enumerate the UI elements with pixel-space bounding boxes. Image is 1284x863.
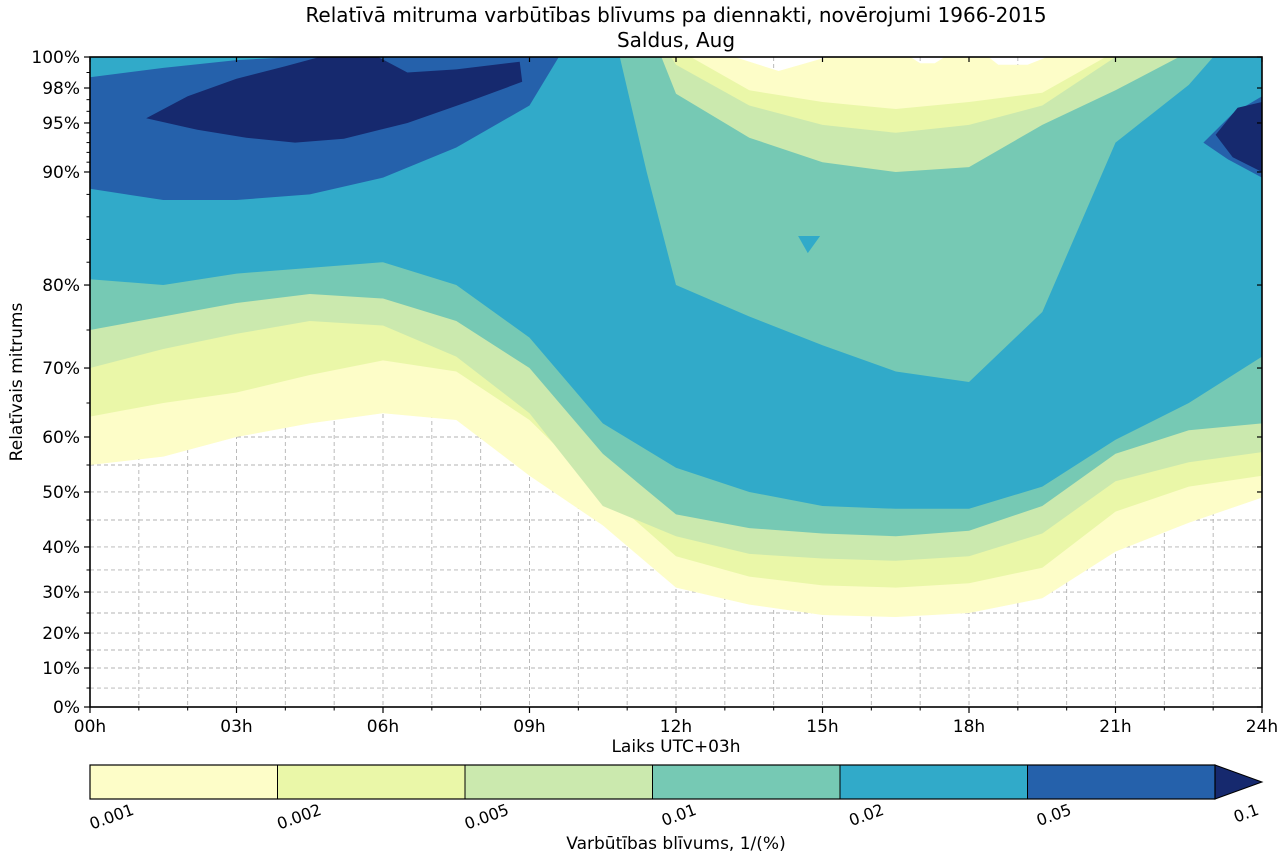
y-tick-label: 40% [42, 538, 80, 558]
chart-title: Relatīvā mitruma varbūtības blīvums pa d… [305, 3, 1046, 27]
colorbar-tick-label: 0.02 [846, 800, 886, 830]
colorbar-segment [277, 765, 465, 799]
colorbar-tick-label: 0.005 [462, 800, 512, 834]
y-tick-label: 10% [42, 659, 80, 679]
y-tick-label: 30% [42, 583, 80, 603]
colorbar-tick-label: 0.1 [1231, 800, 1261, 827]
colorbar-tick-label: 0.001 [87, 800, 137, 834]
colorbar-segment [465, 765, 653, 799]
colorbar-segment [840, 765, 1028, 799]
colorbar-title: Varbūtības blīvums, 1/(%) [566, 834, 785, 854]
chart-subtitle: Saldus, Aug [617, 28, 735, 52]
colorbar-tick-label: 0.01 [659, 800, 699, 830]
colorbar-tick-label: 0.002 [274, 800, 324, 834]
colorbar-segment [90, 765, 278, 799]
y-tick-label: 80% [42, 276, 80, 296]
axis-ticks [84, 56, 1263, 713]
x-tick-label: 06h [367, 717, 399, 737]
x-tick-label: 24h [1246, 717, 1278, 737]
contour-band [146, 57, 523, 143]
x-tick-label: 09h [513, 717, 545, 737]
x-tick-label: 18h [953, 717, 985, 737]
x-tick-label: 12h [660, 717, 692, 737]
y-tick-label: 0% [53, 698, 80, 718]
colorbar-segment [652, 765, 840, 799]
y-tick-label: 100% [31, 48, 80, 68]
y-tick-label: 98% [42, 79, 80, 99]
colorbar: 0.001 0.002 0.005 0.01 0.02 0.05 0.1 [87, 764, 1264, 834]
y-tick-label: 70% [42, 359, 80, 379]
y-tick-label: 50% [42, 483, 80, 503]
x-axis-label: Laiks UTC+03h [611, 737, 740, 757]
contour-bands [90, 57, 1262, 617]
colorbar-arrow [1214, 764, 1264, 800]
colorbar-segment [1027, 765, 1215, 799]
contour-band [798, 236, 821, 254]
y-axis-label: Relatīvais mitrums [7, 303, 27, 462]
x-tick-label: 03h [220, 717, 252, 737]
y-tick-label: 20% [42, 624, 80, 644]
contour-band [1215, 102, 1262, 172]
y-tick-label: 95% [42, 114, 80, 134]
x-tick-label: 21h [1099, 717, 1131, 737]
colorbar-tick-label: 0.05 [1034, 800, 1074, 830]
y-tick-label: 60% [42, 428, 80, 448]
x-tick-label: 15h [806, 717, 838, 737]
x-tick-label: 00h [74, 717, 106, 737]
tick-labels: 00h 03h 06h 09h 12h 15h 18h 21h 24h 100% 98% 95% 90%… [31, 48, 1278, 737]
y-tick-label: 90% [42, 163, 80, 183]
